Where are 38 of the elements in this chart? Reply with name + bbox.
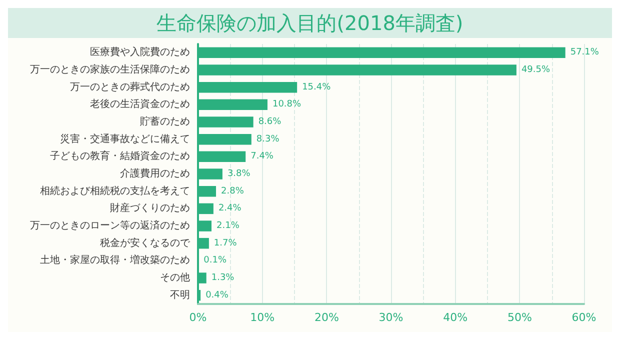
y-tick-label: 万一のときの葬式代のため: [70, 80, 190, 93]
data-label: 2.1%: [216, 221, 240, 231]
data-label: 10.8%: [272, 100, 302, 110]
data-label: 7.4%: [250, 152, 274, 162]
y-tick-label: 財産づくりのため: [110, 202, 190, 214]
x-tick-label: 40%: [443, 311, 468, 324]
x-tick-label: 30%: [378, 311, 404, 324]
data-label: 1.3%: [211, 273, 235, 283]
y-tick-label: 万一のときのローン等の返済のため: [30, 220, 190, 232]
chart-title: 生命保険の加入目的(2018年調査): [8, 8, 612, 38]
data-label: 0.1%: [204, 256, 227, 266]
data-label: 3.8%: [227, 169, 251, 179]
x-tick-label: 20%: [314, 311, 339, 324]
y-tick-label: 貯蓄のため: [140, 116, 190, 128]
y-tick-label: 相続および相続税の支払を考えて: [40, 184, 190, 197]
data-label: 8.3%: [256, 134, 280, 144]
data-label: 8.6%: [258, 117, 282, 127]
x-tick-label: 50%: [507, 311, 532, 324]
data-label: 1.7%: [214, 238, 238, 248]
x-tick-label: 10%: [250, 311, 275, 324]
data-label: 57.1%: [570, 48, 600, 58]
y-tick-label: 子どもの教育・結婚資金のため: [50, 150, 190, 162]
y-tick-label: 老後の生活資金のため: [90, 98, 190, 110]
data-label: 15.4%: [302, 82, 332, 92]
data-label: 0.4%: [206, 290, 229, 300]
y-tick-label: 介護費用のため: [120, 168, 190, 180]
data-label: 49.5%: [521, 65, 550, 75]
data-label: 2.8%: [221, 186, 244, 196]
y-tick-label: 不明: [170, 290, 190, 301]
y-tick-label: その他: [160, 272, 190, 284]
y-tick-label: 土地・家屋の取得・増改築のため: [40, 254, 190, 266]
data-label: 2.4%: [218, 204, 242, 214]
x-tick-label: 60%: [572, 311, 596, 324]
y-tick-label: 医療費や入院費のため: [90, 46, 190, 58]
y-tick-label: 税金が安くなるので: [100, 236, 191, 249]
y-tick-label: 万一のときの家族の生活保障のため: [30, 64, 190, 76]
y-tick-label: 災害・交通事故などに備えて: [60, 132, 190, 145]
x-tick-label: 0%: [189, 311, 207, 324]
